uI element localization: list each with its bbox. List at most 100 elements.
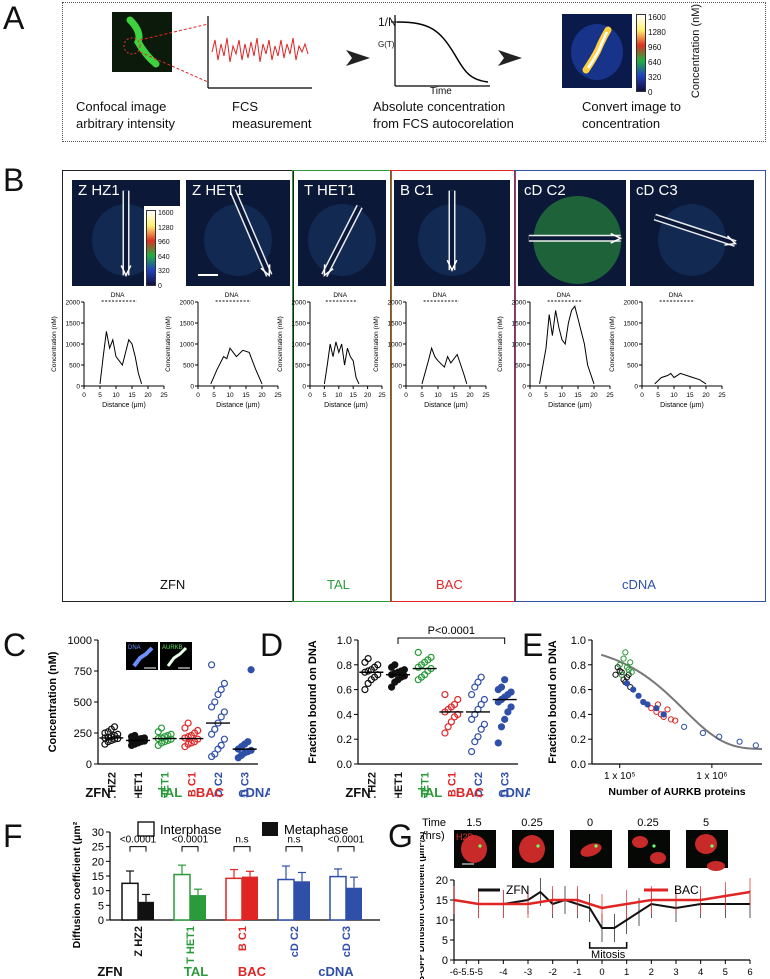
- data-point: [364, 654, 372, 663]
- group-zfn-label: ZFN: [160, 577, 186, 592]
- data-point: [618, 671, 625, 678]
- x-tick-label: 10: [670, 392, 678, 399]
- cell-image: [394, 180, 510, 286]
- cell-image: [518, 180, 626, 286]
- x-tick-label: 20: [364, 392, 372, 399]
- category-label: cD C2: [473, 772, 485, 798]
- y-axis-label: Concentration (nM): [497, 316, 504, 372]
- y-tick-label: 2000: [66, 300, 81, 307]
- x-tick-label: 6: [747, 967, 752, 978]
- time-label: (hrs): [422, 830, 445, 842]
- category-label: Z HZ2: [366, 772, 378, 798]
- y-tick-label: 0.0: [337, 759, 352, 771]
- data-point: [217, 685, 225, 694]
- panel-d-chart: 0.0 0.2 0.4 0.6 0.8 1.0 Fraction bound on DNA Z…: [307, 625, 530, 798]
- data-point: [480, 695, 488, 704]
- x-tick-label: 15: [574, 392, 582, 399]
- x-axis-label: Distance (μm): [424, 402, 468, 409]
- x-tick-label: 5: [723, 967, 728, 978]
- data-point: [101, 729, 109, 737]
- cell-image-label: T HET1: [304, 182, 356, 199]
- y-tick-label: 0: [442, 955, 448, 967]
- y-tick-label: 0: [190, 384, 194, 391]
- panel-c-label: C: [3, 627, 27, 663]
- x-tick-label: 0: [308, 392, 312, 399]
- time-value: 0: [587, 817, 593, 829]
- data-point: [454, 695, 462, 704]
- y-tick-label: 5: [98, 900, 104, 912]
- h2b-label: H2B: [456, 832, 474, 842]
- data-point: [247, 666, 255, 674]
- arrow-head-icon: [724, 235, 738, 246]
- x-tick-label: -6: [450, 967, 458, 978]
- x-tick-label: 5: [420, 392, 424, 399]
- group-label: ZFN: [85, 785, 110, 798]
- arrow-head-icon: [120, 265, 132, 278]
- cell-image-label: Z HZ1: [78, 182, 120, 199]
- cell-body: [204, 204, 272, 276]
- inset-aurkb-chrom: [166, 646, 188, 667]
- y-tick-label: 1000: [66, 342, 81, 349]
- x-tick-label: 15: [242, 392, 250, 399]
- significance-label: <0.0001: [172, 835, 209, 846]
- group-label: BAC: [456, 785, 485, 798]
- cell-image-label: Z HET1: [192, 182, 244, 199]
- data-point: [623, 680, 631, 687]
- significance-label: <0.0001: [120, 835, 157, 846]
- scan-line-inner: [230, 189, 272, 277]
- data-point: [630, 686, 637, 693]
- y-tick-label: 0.2: [571, 734, 586, 746]
- cell-image-label: cD C3: [636, 182, 678, 199]
- arrow-head-icon: [610, 232, 623, 244]
- step4-text: Convert image to concentration: [582, 98, 681, 132]
- cell-image-svg: [204, 189, 273, 277]
- step3-line1: Absolute concentration: [373, 99, 506, 114]
- y-tick-label: 500: [391, 363, 402, 370]
- data-point: [217, 713, 225, 721]
- step4-line2: concentration: [582, 116, 661, 131]
- dna-label: DNA: [669, 292, 683, 299]
- step2-line2: measurement: [232, 116, 312, 131]
- x-tick-label: 20: [590, 392, 598, 399]
- profile-plot: 0 500 1000 1500 2000 0 5 10 15 20 25 Distance (μm) C…: [373, 292, 490, 409]
- dna-label: DNA: [433, 292, 447, 299]
- significance-label: n.s: [235, 835, 248, 846]
- y-tick-label: 20: [436, 875, 448, 887]
- time-value: 5: [703, 817, 709, 829]
- y-tick-label: 1500: [180, 321, 195, 328]
- data-point: [131, 731, 139, 740]
- data-point: [220, 735, 228, 743]
- data-point: [627, 659, 634, 666]
- data-point: [427, 653, 435, 661]
- scale-bar: [198, 274, 218, 276]
- data-point: [497, 683, 506, 691]
- y-tick-label: 1000: [388, 342, 403, 349]
- data-point: [477, 673, 485, 681]
- data-point: [211, 698, 219, 706]
- data-point: [504, 708, 512, 716]
- data-point: [184, 733, 192, 741]
- data-point: [664, 706, 671, 713]
- category-label: B C1: [446, 772, 458, 797]
- legend-metaphase-label: Metaphase: [284, 822, 348, 837]
- bar-interphase: [329, 875, 347, 921]
- data-point: [220, 708, 228, 716]
- b-cb-tick: 960: [158, 239, 170, 246]
- y-tick-label: 0.4: [571, 709, 586, 721]
- cell-image-svg: [653, 204, 738, 276]
- autocorr-xlabel: Time: [430, 86, 452, 97]
- aurkb-dot: [478, 844, 482, 848]
- category-label: T HET1: [420, 772, 432, 798]
- cb-tick: 640: [648, 58, 662, 67]
- group-label: cDNA: [238, 785, 270, 798]
- scan-line-inner: [322, 205, 362, 277]
- data-point: [660, 711, 667, 718]
- legend-zfn-label: ZFN: [506, 883, 529, 897]
- cell-nucleus: [650, 852, 666, 864]
- x-tick-label: 25: [274, 392, 282, 399]
- panel-b-colorbar-ticks: 1600 1280 960 640 320 0: [158, 207, 174, 294]
- y-tick-label: 1000: [624, 342, 639, 349]
- data-point: [220, 679, 228, 688]
- y-tick-label: 250: [74, 728, 92, 740]
- x-tick-label: 10: [434, 392, 442, 399]
